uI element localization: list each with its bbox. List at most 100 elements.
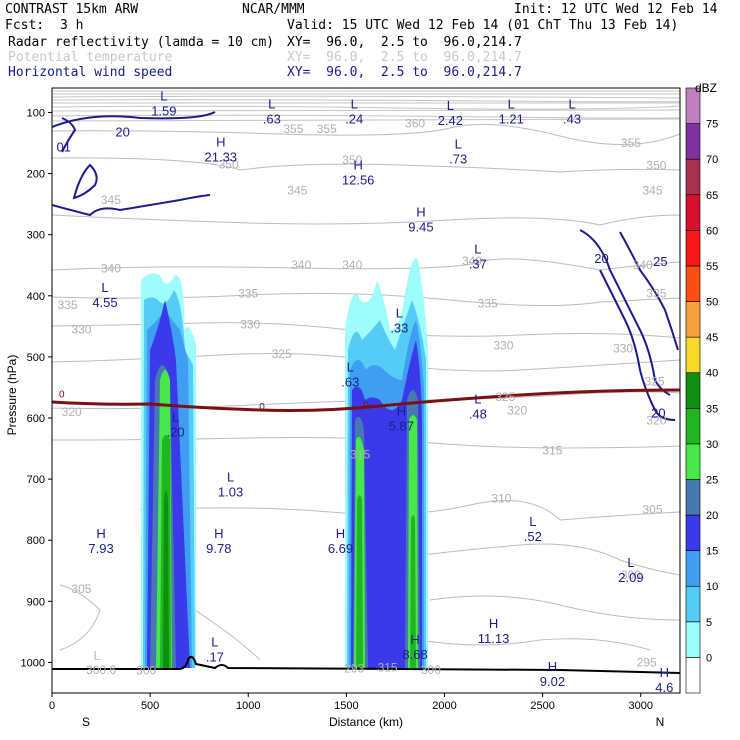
theta-label: 340 xyxy=(101,261,121,275)
y-tick-label: 400 xyxy=(27,291,45,303)
colorbar-label: 75 xyxy=(706,119,718,131)
low-marker: L.20 xyxy=(167,409,185,439)
colorbar-label: 0 xyxy=(706,652,712,664)
low-marker: L2.09 xyxy=(618,555,643,585)
extremum-type: L xyxy=(351,97,358,112)
colorbar-label: 55 xyxy=(706,261,718,273)
x-tick-label: 1500 xyxy=(334,700,358,712)
extremum-type: L xyxy=(211,634,218,649)
theta-labels: 355 355 355 360 350 350 350 345 345 345 340 340 340 3… xyxy=(58,116,667,677)
high-marker: H6.69 xyxy=(328,526,353,556)
colorbar-swatch xyxy=(685,550,701,587)
colorbar-label: 5 xyxy=(706,617,712,629)
plot-frame xyxy=(51,87,681,694)
low-marker: L.52 xyxy=(524,514,542,544)
high-marker: H8.68 xyxy=(402,632,427,662)
extremum-type: L xyxy=(455,136,462,151)
colorbar-swatch xyxy=(685,479,701,516)
theta-label: 360 xyxy=(405,116,425,130)
high-marker: H4.6 xyxy=(655,665,673,695)
extremum-value: .63 xyxy=(341,374,359,389)
wind-label: 25 xyxy=(653,254,667,269)
high-marker: H9.45 xyxy=(408,205,433,235)
extremum-value: 1.21 xyxy=(499,112,524,127)
colorbar-label: 50 xyxy=(706,297,718,309)
theta-label: 330 xyxy=(493,338,513,352)
theta-label: 315 xyxy=(542,443,562,457)
extremum-value: .52 xyxy=(524,529,542,544)
extremum-type: L xyxy=(508,97,515,112)
extremum-value: 8.68 xyxy=(402,647,427,662)
extremum-value: 9.78 xyxy=(206,541,231,556)
extremum-type: H xyxy=(410,632,419,647)
terrain-line xyxy=(52,655,680,674)
theta-label: 300 xyxy=(621,568,641,582)
colorbar-swatch xyxy=(685,301,701,338)
field-wind-name: Horizontal wind speed xyxy=(8,65,173,80)
freezing-level-label: 0 xyxy=(59,390,65,401)
low-marker: L1.59 xyxy=(151,89,176,119)
freezing-level-labels: 0 0 0 xyxy=(59,390,369,413)
extremum-type: H xyxy=(416,205,425,220)
theta-label: 320 xyxy=(507,404,527,418)
colorbar-swatch xyxy=(685,230,701,267)
low-marker: L.48 xyxy=(469,392,487,422)
extremum-type: H xyxy=(96,526,105,541)
extremum-value: 12.56 xyxy=(342,173,375,188)
extremum-value: 1.59 xyxy=(151,104,176,119)
theta-label: 325 xyxy=(644,374,664,388)
extremum-type: L xyxy=(347,359,354,374)
low-marker: L1.21 xyxy=(499,97,524,127)
extremum-type: L xyxy=(227,469,234,484)
theta-label: 295 xyxy=(637,655,657,669)
y-tick-label: 800 xyxy=(27,535,45,547)
forecast-label: Fcst: xyxy=(5,18,45,33)
extremum-value: .73 xyxy=(449,151,467,166)
low-marker: L xyxy=(94,648,101,663)
colorbar-swatch xyxy=(685,657,701,694)
center-name: NCAR/MMM xyxy=(242,2,305,17)
left-endpoint: S xyxy=(82,715,90,729)
theta-label: 293 xyxy=(344,662,364,676)
high-marker: H5.87 xyxy=(389,403,414,433)
freezing-level-label: 0 xyxy=(259,402,265,413)
theta-label: 345 xyxy=(287,184,307,198)
theta-label: 350 xyxy=(342,153,362,167)
low-marker: L.24 xyxy=(345,97,363,127)
extremum-value: 6.69 xyxy=(328,541,353,556)
extremum-value: 1.03 xyxy=(218,484,243,499)
x-tick-label: 3000 xyxy=(629,700,653,712)
low-marker: L.63 xyxy=(263,97,281,127)
y-axis-label: Pressure (hPa) xyxy=(5,355,19,436)
wind-label: 20 xyxy=(594,251,608,266)
theta-label: 305 xyxy=(643,503,663,517)
extremum-value: .20 xyxy=(167,424,185,439)
colorbar-label: 35 xyxy=(706,403,718,415)
field-reflectivity-xy: XY= 96.0, 2.5 to 96.0,214.7 xyxy=(287,35,522,50)
y-tick-label: 900 xyxy=(27,596,45,608)
y-tick-label: 300 xyxy=(27,230,45,242)
x-tick-label: 2500 xyxy=(530,700,554,712)
colorbar-swatch xyxy=(685,87,701,124)
high-marker: H11.13 xyxy=(478,616,510,646)
extremum-type: L xyxy=(627,555,634,570)
extremum-value: 2.09 xyxy=(618,570,643,585)
theta-label: 315 xyxy=(350,448,370,462)
theta-label: 320 xyxy=(646,413,666,427)
colorbar-label: 30 xyxy=(706,439,718,451)
theta-label: 345 xyxy=(643,184,663,198)
y-tick-label: 600 xyxy=(27,413,45,425)
model-name: CONTRAST 15km ARW xyxy=(5,2,139,17)
theta-label: 355 xyxy=(317,122,337,136)
extremum-type: L xyxy=(172,409,179,424)
colorbar-swatch xyxy=(685,621,701,658)
colorbar-swatch xyxy=(685,265,701,302)
wind-labels: 20 20 25 20 01 xyxy=(57,125,668,421)
x-tick-label: 500 xyxy=(141,700,159,712)
init-time: Init: 12 UTC Wed 12 Feb 14 xyxy=(514,2,718,17)
theta-label: 340 xyxy=(462,254,482,268)
extremum-value: 5.87 xyxy=(389,418,414,433)
wind-label: 01 xyxy=(57,139,71,154)
wind-label: 20 xyxy=(115,125,129,140)
extremum-type: L xyxy=(94,648,101,663)
